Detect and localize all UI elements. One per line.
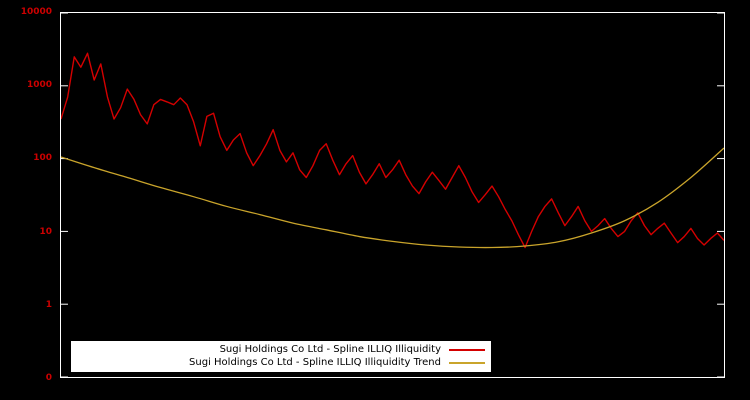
- plot-area: Sugi Holdings Co Ltd - Spline ILLIQ Illi…: [60, 12, 725, 378]
- y-tick-label: 1000: [26, 80, 52, 91]
- y-tick-label: 0: [45, 373, 52, 383]
- y-tick-label: 10: [39, 226, 52, 237]
- y-tick-label: 1: [45, 299, 52, 310]
- legend: Sugi Holdings Co Ltd - Spline ILLIQ Illi…: [71, 341, 491, 372]
- y-tick-label: 10000: [20, 7, 52, 17]
- y-tick-label: 100: [33, 153, 52, 164]
- legend-line-sample-red: [449, 348, 485, 351]
- legend-label-trend: Sugi Holdings Co Ltd - Spline ILLIQ Illi…: [189, 356, 441, 368]
- legend-label-illiquidity: Sugi Holdings Co Ltd - Spline ILLIQ Illi…: [219, 343, 441, 355]
- legend-entry-trend: Sugi Holdings Co Ltd - Spline ILLIQ Illi…: [77, 356, 485, 369]
- chart-canvas: [61, 13, 724, 377]
- legend-line-sample-yellow: [449, 361, 485, 364]
- legend-entry-illiquidity: Sugi Holdings Co Ltd - Spline ILLIQ Illi…: [77, 343, 485, 356]
